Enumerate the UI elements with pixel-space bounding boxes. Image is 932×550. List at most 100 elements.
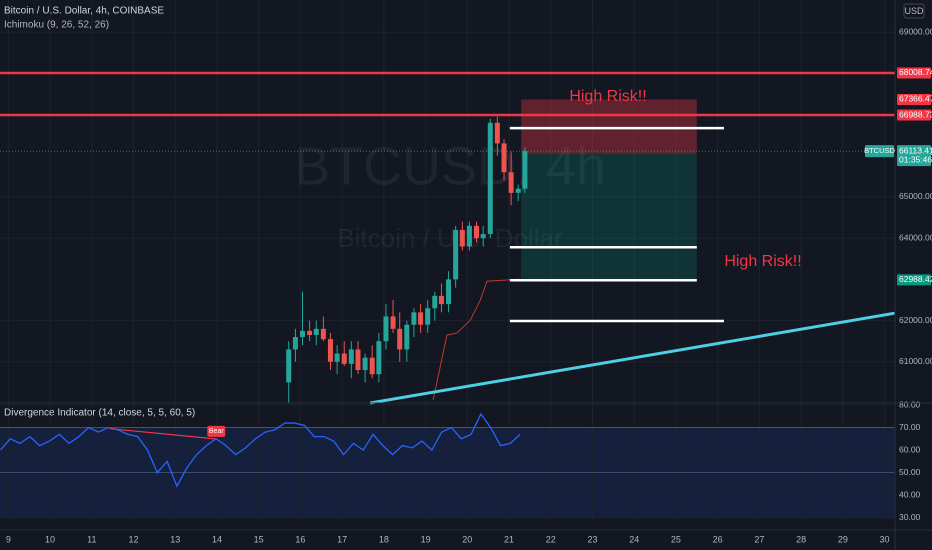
y-tick-label: 60.00 xyxy=(899,444,921,454)
x-tick-label: 26 xyxy=(713,534,723,544)
annotation: High Risk!! xyxy=(569,88,646,105)
candle-body xyxy=(383,316,389,342)
candle-body xyxy=(300,330,306,338)
y-tick-label: 64000.00 xyxy=(899,232,932,242)
candle-body xyxy=(494,122,500,144)
candle-body xyxy=(446,279,452,305)
x-tick-label: 12 xyxy=(129,534,139,544)
y-tick-label: 80.00 xyxy=(899,399,921,409)
x-tick-label: 17 xyxy=(337,534,347,544)
divergence-tag xyxy=(207,425,226,437)
candle-body xyxy=(355,349,361,371)
currency[interactable]: USD xyxy=(904,6,924,16)
last-price-tag: 66113.41 xyxy=(899,145,932,155)
candle-body xyxy=(466,225,472,247)
y-tick-label: 40.00 xyxy=(899,489,921,499)
y-tick-label: 30.00 xyxy=(899,512,921,522)
candle-body xyxy=(501,143,507,173)
candle-body xyxy=(459,229,465,247)
x-tick-label: 28 xyxy=(796,534,806,544)
annotation: High Risk!! xyxy=(724,253,801,270)
target-zone xyxy=(521,153,697,280)
x-tick-label: 27 xyxy=(754,534,764,544)
y-tick-label: 70.00 xyxy=(899,422,921,432)
candle-body xyxy=(327,339,333,362)
candle-body xyxy=(487,122,493,235)
candle-body xyxy=(522,151,528,189)
x-tick-label: 16 xyxy=(295,534,305,544)
candle-body xyxy=(341,353,347,364)
indicator-title: Divergence Indicator (14, close, 5, 5, 6… xyxy=(4,408,195,419)
candle-body xyxy=(411,312,417,325)
candle-body xyxy=(397,328,403,350)
stop-price-tag: 67366.47 xyxy=(899,94,932,104)
symbol-tag: BTCUSD xyxy=(864,146,895,155)
candle-body xyxy=(438,295,444,305)
ichimoku-line xyxy=(432,278,520,401)
divergence-label: Bear xyxy=(209,428,224,435)
hline-price-tag: 66988.73 xyxy=(899,109,932,119)
hline-price-tag-bg xyxy=(897,67,931,79)
target-price-tag-bg xyxy=(897,274,931,286)
x-tick-label: 13 xyxy=(170,534,180,544)
x-tick-label: 19 xyxy=(421,534,431,544)
candle-body xyxy=(286,349,292,383)
y-tick-label: 62000.00 xyxy=(899,315,932,325)
x-tick-label: 14 xyxy=(212,534,222,544)
x-tick-label: 10 xyxy=(45,534,55,544)
y-tick-label: 50.00 xyxy=(899,467,921,477)
x-tick-label: 15 xyxy=(254,534,264,544)
trend-line xyxy=(369,311,896,405)
candle-body xyxy=(376,341,382,375)
last-price-bg xyxy=(897,145,931,167)
y-tick-label: 61000.00 xyxy=(899,356,932,366)
candle-body xyxy=(348,349,354,364)
y-tick-label: 69000.00 xyxy=(899,26,932,36)
countdown: 01:35:46 xyxy=(899,154,932,164)
candle-body xyxy=(320,328,326,340)
x-tick-label: 29 xyxy=(838,534,848,544)
chart-title: Bitcoin / U.S. Dollar, 4h, COINBASE xyxy=(4,6,164,17)
x-tick-label: 23 xyxy=(587,534,597,544)
target-price-tag: 62988.42 xyxy=(899,274,932,284)
candle-body xyxy=(369,357,375,375)
candle-body xyxy=(404,324,410,350)
x-tick-label: 25 xyxy=(671,534,681,544)
divergence-line xyxy=(110,428,216,440)
candle-body xyxy=(515,188,521,193)
indicator-name: Ichimoku (9, 26, 52, 26) xyxy=(4,20,109,31)
candle-body xyxy=(334,353,340,362)
candle-body xyxy=(418,312,424,325)
y-tick-label: 65000.00 xyxy=(899,191,932,201)
x-tick-label: 30 xyxy=(880,534,890,544)
x-tick-label: 22 xyxy=(546,534,556,544)
x-tick-label: 9 xyxy=(6,534,11,544)
hline-price-tag: 68008.74 xyxy=(899,67,932,77)
x-tick-label: 24 xyxy=(629,534,639,544)
candle-body xyxy=(453,229,459,280)
stop-price-tag-bg xyxy=(897,93,931,105)
currency-box[interactable] xyxy=(903,3,925,19)
candle-body xyxy=(292,337,298,350)
x-tick-label: 18 xyxy=(379,534,389,544)
candle-body xyxy=(480,234,486,239)
indicator-line xyxy=(0,412,521,488)
candle-body xyxy=(473,225,479,239)
candle-body xyxy=(425,308,431,325)
symbol-tag-bg xyxy=(865,145,894,158)
x-tick-label: 11 xyxy=(87,534,96,544)
candle-body xyxy=(313,328,319,336)
candle-body xyxy=(432,295,438,309)
x-tick-label: 20 xyxy=(462,534,472,544)
candle-body xyxy=(390,316,396,329)
stop-zone xyxy=(521,99,697,154)
candle-body xyxy=(307,330,313,336)
x-tick-label: 21 xyxy=(504,534,514,544)
candle-body xyxy=(508,172,514,193)
watermark: BTCUSD, 4h xyxy=(294,136,606,196)
hline-price-tag-bg xyxy=(897,109,931,121)
candle-body xyxy=(362,357,368,371)
